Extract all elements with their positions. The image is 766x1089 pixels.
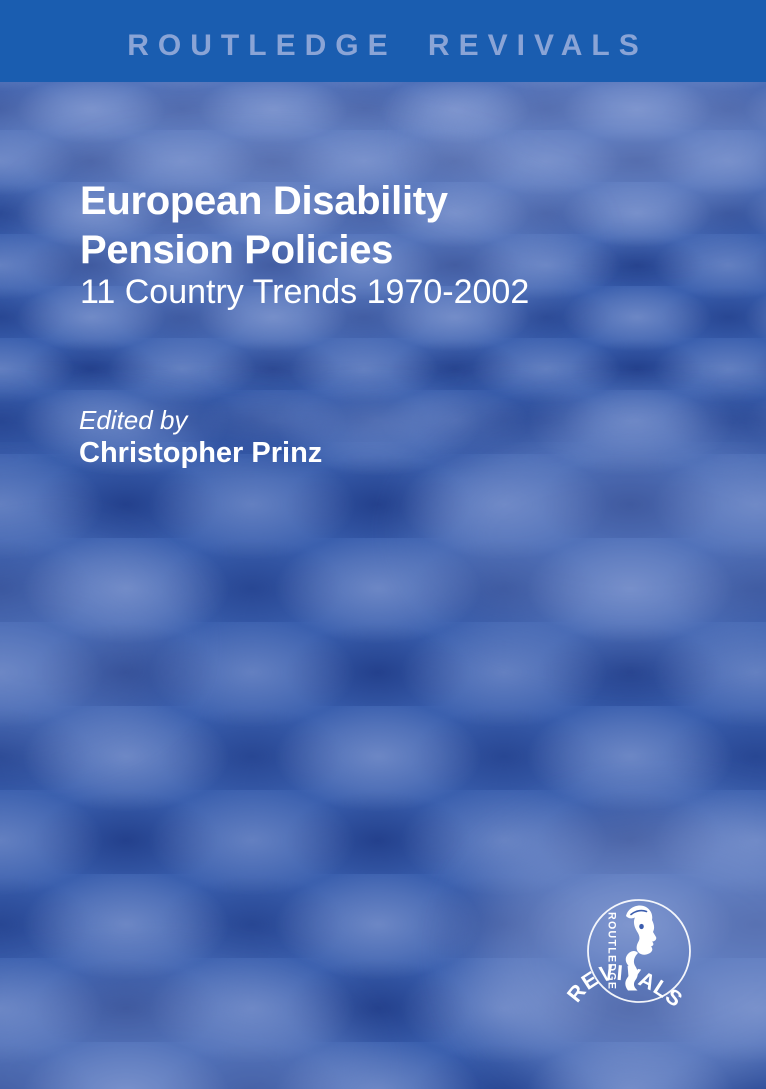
editor-name: Christopher Prinz <box>79 437 323 469</box>
logo-circle <box>587 899 691 1003</box>
logo-graphic: ROUTLEDGE REVIVALS <box>562 899 691 1012</box>
edited-by-label: Edited by <box>79 405 188 435</box>
cloud-highlight <box>430 55 766 225</box>
face-eye-icon <box>639 923 644 930</box>
cloud-highlight <box>470 810 766 1089</box>
series-banner: ROUTLEDGE REVIVALS <box>0 0 766 82</box>
logo-series-text: REVIVALS <box>562 961 686 1013</box>
routledge-r-face-icon <box>626 905 657 955</box>
title-line-1: European Disability <box>80 179 448 223</box>
cloud-highlight <box>30 150 570 350</box>
routledge-revivals-logo: ROUTLEDGE REVIVALS <box>562 893 712 1063</box>
cloud-highlight <box>420 420 766 650</box>
cloud-highlight <box>0 66 500 196</box>
title-line-2: Pension Policies <box>80 228 394 272</box>
logo-publisher-text: ROUTLEDGE <box>606 912 618 990</box>
routledge-r-stem-icon <box>625 951 638 991</box>
book-subtitle: 11 Country Trends 1970-2002 <box>80 273 530 311</box>
logo-series-arc: REVIVALS <box>562 961 687 1013</box>
bubble-texture-coarse <box>0 360 766 1089</box>
title-block: European Disability Pension Policies <box>80 177 448 275</box>
book-title: European Disability Pension Policies <box>80 177 448 275</box>
face-hair-line-icon <box>630 909 648 916</box>
series-banner-text: ROUTLEDGE REVIVALS <box>127 29 648 62</box>
